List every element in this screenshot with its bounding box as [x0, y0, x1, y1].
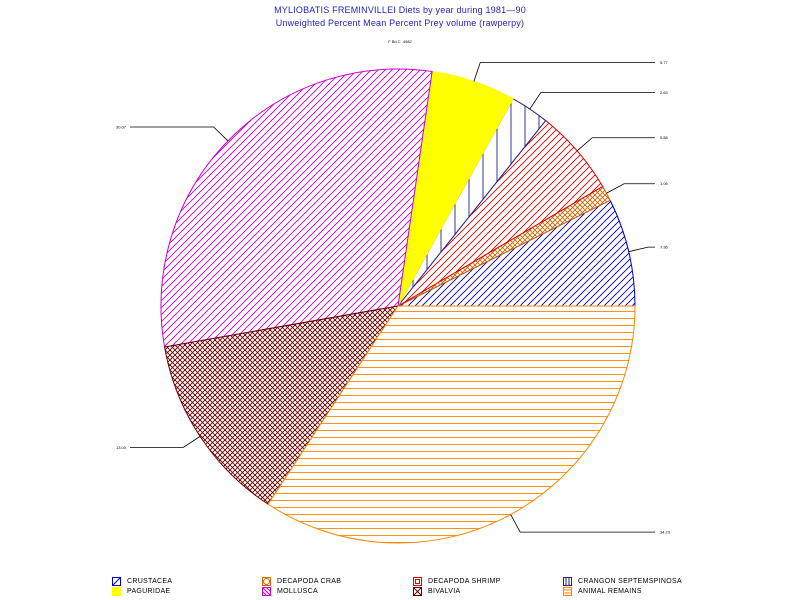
leader-line-crustacea: [628, 246, 655, 253]
chart-subtitle: Unweighted Percent Mean Percent Prey vol…: [275, 18, 525, 28]
slice-value-label-bivalvia: 13.00: [116, 445, 127, 450]
legend-label-crustacea: CRUSTACEA: [127, 577, 173, 585]
legend-item-crangon-septemspinosa: CRANGON SEPTEMSPINOSA: [563, 576, 682, 586]
legend-swatch-crangon-septemspinosa: [563, 576, 572, 586]
legend-label-animal-remains: ANIMAL REMAINS: [578, 587, 642, 595]
leader-line-mollusca: [130, 126, 229, 142]
legend-item-decapoda-crab: DECAPODA CRAB: [262, 576, 341, 586]
legend-label-crangon-septemspinosa: CRANGON SEPTEMSPINOSA: [578, 577, 682, 585]
legend-swatch-crustacea: [112, 576, 121, 586]
leader-line-paguridae: [473, 62, 655, 82]
legend-label-mollusca: MOLLUSCA: [277, 587, 318, 595]
leader-line-crangon-septemspinosa: [529, 92, 655, 110]
slice-value-label-mollusca: 30.07: [116, 124, 127, 129]
legend-swatch-decapoda-crab: [262, 576, 271, 586]
legend-item-crustacea: CRUSTACEA: [112, 576, 172, 586]
legend-label-decapoda-shrimp: DECAPODA SHRIMP: [428, 577, 501, 585]
chart-caption: F Bd C 4982: [388, 39, 412, 44]
slice-value-label-decapoda-crab: 1.06: [660, 181, 669, 186]
legend-item-decapoda-shrimp: DECAPODA SHRIMP: [413, 576, 501, 586]
slice-value-label-crustacea: 7.36: [660, 245, 669, 250]
slice-value-label-crangon-septemspinosa: 2.63: [660, 90, 669, 95]
legend-label-paguridae: PAGURIDAE: [127, 587, 171, 595]
legend-swatch-mollusca: [262, 586, 271, 596]
pie-slice-crustacea: [397, 199, 636, 307]
pie-slice-mollusca: [160, 68, 433, 348]
slice-value-label-paguridae: 5.77: [660, 60, 669, 65]
legend-swatch-paguridae: [112, 586, 121, 596]
legend-swatch-decapoda-shrimp: [413, 576, 422, 586]
legend-label-decapoda-crab: DECAPODA CRAB: [277, 577, 342, 585]
leader-line-decapoda-crab: [606, 183, 655, 194]
leader-line-animal-remains: [510, 514, 655, 533]
chart-title: MYLIOBATIS FREMINVILLEI Diets by year du…: [274, 5, 526, 15]
legend-item-animal-remains: ANIMAL REMAINS: [563, 586, 642, 596]
legend: CRUSTACEA DECAPODA CRAB DECAPODA SHRIMP …: [0, 574, 800, 600]
leader-line-decapoda-shrimp: [576, 137, 655, 152]
slice-value-label-decapoda-shrimp: 5.88: [660, 135, 669, 140]
leader-line-bivalvia: [130, 436, 201, 448]
legend-item-mollusca: MOLLUSCA: [262, 586, 318, 596]
legend-label-bivalvia: BIVALVIA: [428, 587, 461, 595]
pie-slice-animal-remains: [267, 305, 636, 544]
legend-item-paguridae: PAGURIDAE: [112, 586, 170, 596]
legend-swatch-animal-remains: [563, 586, 572, 596]
legend-swatch-bivalvia: [413, 586, 422, 596]
legend-item-bivalvia: BIVALVIA: [413, 586, 461, 596]
slice-value-label-animal-remains: 34.23: [660, 530, 671, 535]
